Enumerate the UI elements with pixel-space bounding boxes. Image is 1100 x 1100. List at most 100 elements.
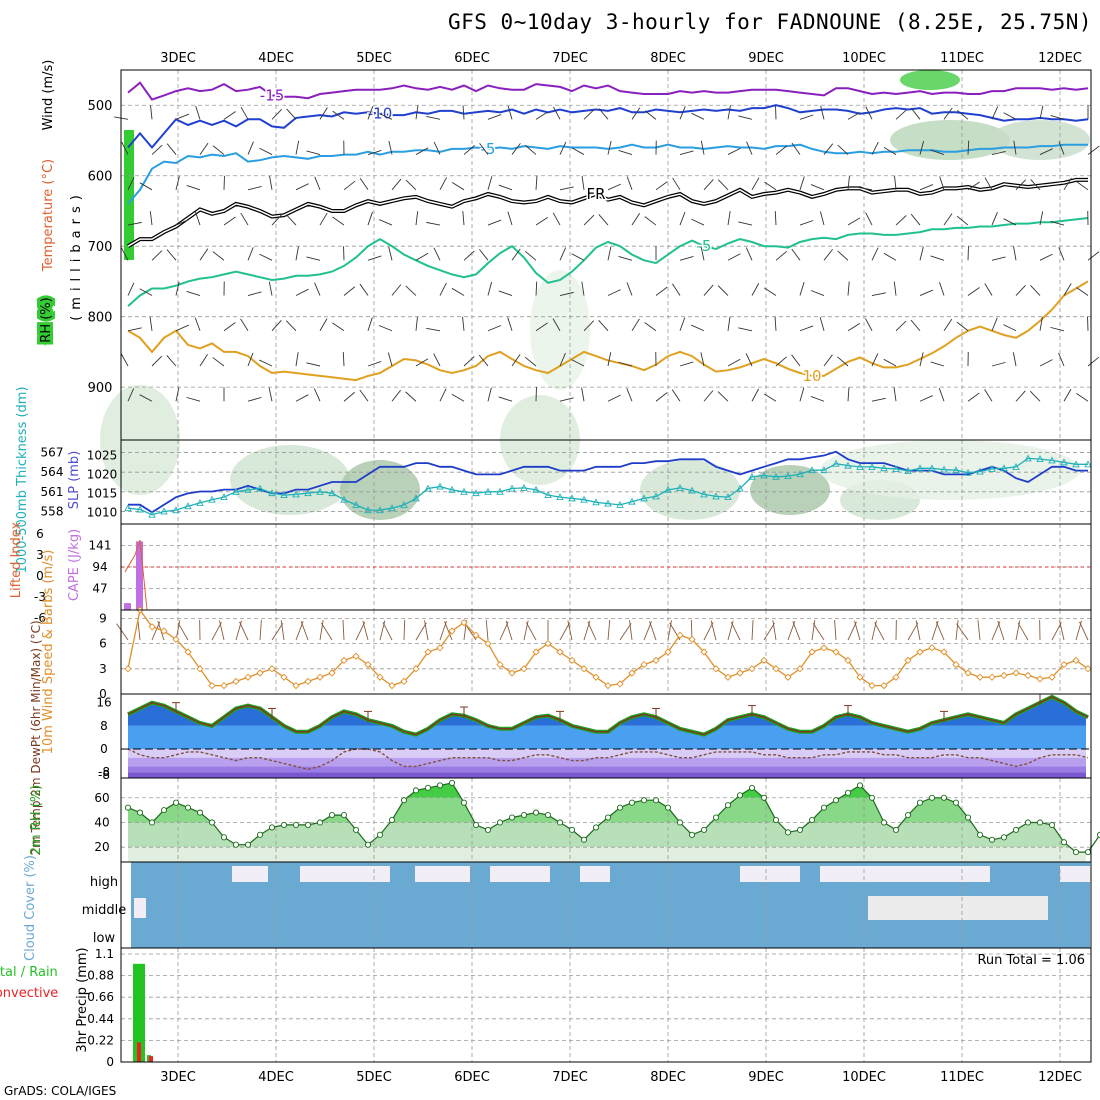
- wind-barb: [1076, 181, 1089, 191]
- wind-barb: [655, 181, 668, 191]
- wind-barb: [271, 108, 283, 120]
- y-tick-label-left: -6: [34, 611, 46, 625]
- wind-barb: [451, 287, 465, 296]
- y-tick-label: 0: [100, 742, 108, 756]
- wind-speed-point: [652, 656, 660, 665]
- rh-point: [664, 804, 672, 811]
- wind-barb: [1050, 115, 1065, 120]
- y-axis-label-cape: CAPE (J/kg): [67, 529, 82, 601]
- rh-point: [700, 826, 708, 833]
- wind-speed-point: [868, 681, 876, 690]
- wind-barb: [295, 183, 309, 191]
- wind-speed-point: [856, 673, 864, 681]
- thickness-point: [376, 506, 384, 514]
- thickness-point: [712, 492, 720, 500]
- rh-point: [292, 821, 300, 828]
- wind-barb: [175, 281, 180, 296]
- wind-barb: [910, 319, 921, 332]
- rh-point: [256, 831, 264, 838]
- thickness-point: [892, 464, 900, 472]
- wind-barb: [943, 318, 953, 332]
- wind-barb: [505, 620, 513, 641]
- wind-barb: [367, 106, 374, 120]
- wind-barb: [791, 248, 801, 261]
- thickness-point: [520, 483, 528, 491]
- wind-barb: [433, 141, 441, 155]
- wind-barb: [186, 185, 201, 191]
- rh-point: [364, 841, 372, 848]
- wind-barb: [1015, 179, 1027, 191]
- wind-speed-point: [556, 648, 564, 656]
- wind-barb: [451, 182, 465, 191]
- wind-speed-point: [1072, 656, 1080, 665]
- wind-barb: [462, 316, 465, 331]
- wind-speed-point: [436, 644, 444, 652]
- wind-barb: [151, 621, 161, 641]
- wind-barb: [791, 142, 801, 155]
- wind-barb: [271, 214, 282, 226]
- wind-barb: [775, 250, 788, 261]
- wind-barb: [895, 320, 907, 332]
- wind-barb: [751, 177, 760, 191]
- y-tick-label-left: 564: [41, 465, 64, 479]
- wind-barb: [883, 252, 897, 261]
- x-tick-label-bottom: 5DEC: [356, 1070, 392, 1085]
- wind-speed-point: [544, 639, 552, 648]
- rh-point: [352, 826, 360, 833]
- y-tick-label-left: 3: [36, 548, 44, 562]
- wind-barb: [571, 147, 585, 155]
- rh-point: [160, 807, 168, 814]
- wind-barb: [895, 109, 907, 120]
- wind-speed-point: [772, 665, 780, 673]
- wind-speed-point: [628, 669, 636, 677]
- wind-barb: [149, 316, 153, 331]
- wind-barb: [703, 390, 714, 402]
- wind-barb: [915, 620, 921, 641]
- wind-barb: [607, 352, 612, 367]
- wind-barb: [150, 105, 153, 120]
- wind-barb: [819, 211, 825, 226]
- y-axis-label-thickness: 1000-500mb Thickness (dm): [15, 386, 30, 573]
- wind-barb: [858, 186, 873, 191]
- contour-label: -5: [697, 237, 712, 255]
- wind-barb: [1039, 105, 1044, 120]
- y-tick-label: 16: [96, 696, 111, 710]
- rh-point: [304, 821, 312, 828]
- temperature-contour: [127, 81, 1089, 101]
- rh-point: [328, 812, 336, 819]
- rh-point: [376, 831, 384, 838]
- wind-barb: [359, 389, 369, 402]
- thickness-point: [736, 484, 744, 492]
- thickness-point: [952, 466, 960, 474]
- wind-speed-point: [928, 644, 936, 652]
- rh-point: [1048, 821, 1056, 828]
- thickness-point: [724, 493, 732, 501]
- wind-barb: [439, 388, 447, 402]
- wind-barb: [524, 250, 537, 261]
- rh-point: [964, 814, 972, 821]
- wind-barb: [1059, 620, 1065, 641]
- thickness-point: [292, 490, 300, 498]
- y-tick-label-right: 1015: [87, 486, 118, 500]
- wind-barb: [186, 396, 201, 402]
- thickness-point: [496, 487, 504, 495]
- precip-total-label: Total / Rain: [0, 965, 58, 980]
- wind-barb: [415, 622, 427, 641]
- wind-barb: [911, 108, 921, 120]
- wind-barb: [1015, 284, 1026, 296]
- wind-barb: [559, 291, 574, 296]
- wind-barb: [223, 216, 236, 226]
- thickness-point: [964, 468, 972, 476]
- wind-barb: [1063, 177, 1072, 191]
- rh-point: [268, 824, 276, 831]
- wind-barb: [405, 285, 417, 296]
- wind-barb: [479, 143, 489, 155]
- thickness-point: [472, 489, 480, 497]
- x-tick-label-top: 7DEC: [552, 51, 588, 66]
- wind-barb: [507, 105, 513, 120]
- wind-barb: [1058, 247, 1065, 261]
- wind-barb: [727, 316, 731, 331]
- wind-barb: [559, 186, 574, 191]
- rh-point: [628, 799, 636, 806]
- wind-barb: [199, 248, 209, 261]
